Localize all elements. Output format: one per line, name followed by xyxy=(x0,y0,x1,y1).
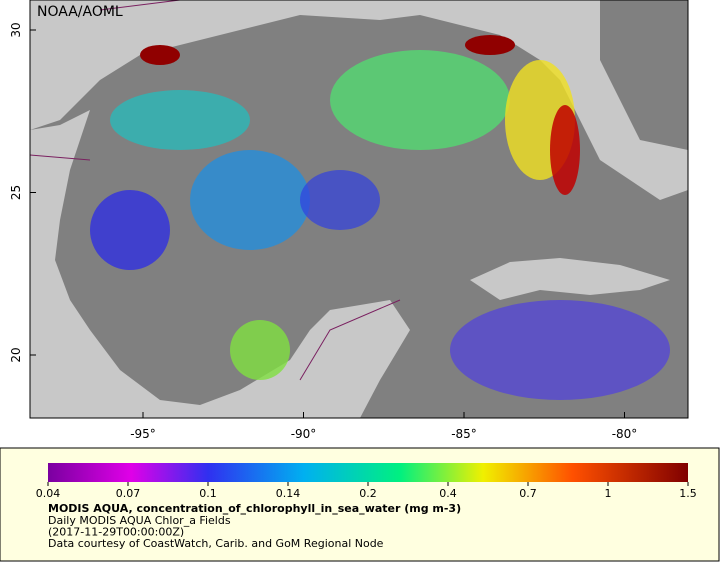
colorbar-label: 0.07 xyxy=(116,487,141,500)
colorbar-label: 0.4 xyxy=(439,487,457,500)
colorbar-label: 1 xyxy=(605,487,612,500)
colorbar-label: 0.1 xyxy=(199,487,217,500)
map-frame xyxy=(29,0,689,419)
bloom xyxy=(230,320,290,380)
bloom xyxy=(465,35,515,55)
land-mexico xyxy=(30,110,410,418)
legend-line: (2017-11-29T00:00:00Z) xyxy=(48,526,184,539)
bloom xyxy=(550,105,580,195)
colorbar xyxy=(48,463,688,482)
lat-label: 25 xyxy=(9,185,23,200)
bloom xyxy=(140,45,180,65)
colorbar-label: 0.04 xyxy=(36,487,61,500)
colorbar-label: 1.5 xyxy=(679,487,697,500)
lat-label: 30 xyxy=(9,22,23,37)
legend-title: MODIS AQUA, concentration_of_chlorophyll… xyxy=(48,502,461,515)
legend-line: Data courtesy of CoastWatch, Carib. and … xyxy=(48,537,384,550)
border xyxy=(30,0,401,381)
lon-label: -85° xyxy=(451,427,477,441)
lon-label: -80° xyxy=(612,427,638,441)
lat-label: 20 xyxy=(9,347,23,362)
map xyxy=(30,0,688,418)
land-cuba xyxy=(470,258,670,300)
atlantic xyxy=(600,0,688,150)
bloom xyxy=(190,150,310,250)
legend-line: Daily MODIS AQUA Chlor_a Fields xyxy=(48,514,231,527)
bloom xyxy=(450,300,670,400)
bloom xyxy=(300,170,380,230)
colorbar-label: 0.7 xyxy=(519,487,537,500)
bloom xyxy=(330,50,510,150)
colorbar-label: 0.2 xyxy=(359,487,377,500)
lon-label: -95° xyxy=(130,427,156,441)
colorbar-label: 0.14 xyxy=(276,487,301,500)
bloom xyxy=(90,190,170,270)
lon-label: -90° xyxy=(291,427,317,441)
source-label: NOAA/AOML xyxy=(37,4,123,20)
bloom xyxy=(110,90,250,150)
